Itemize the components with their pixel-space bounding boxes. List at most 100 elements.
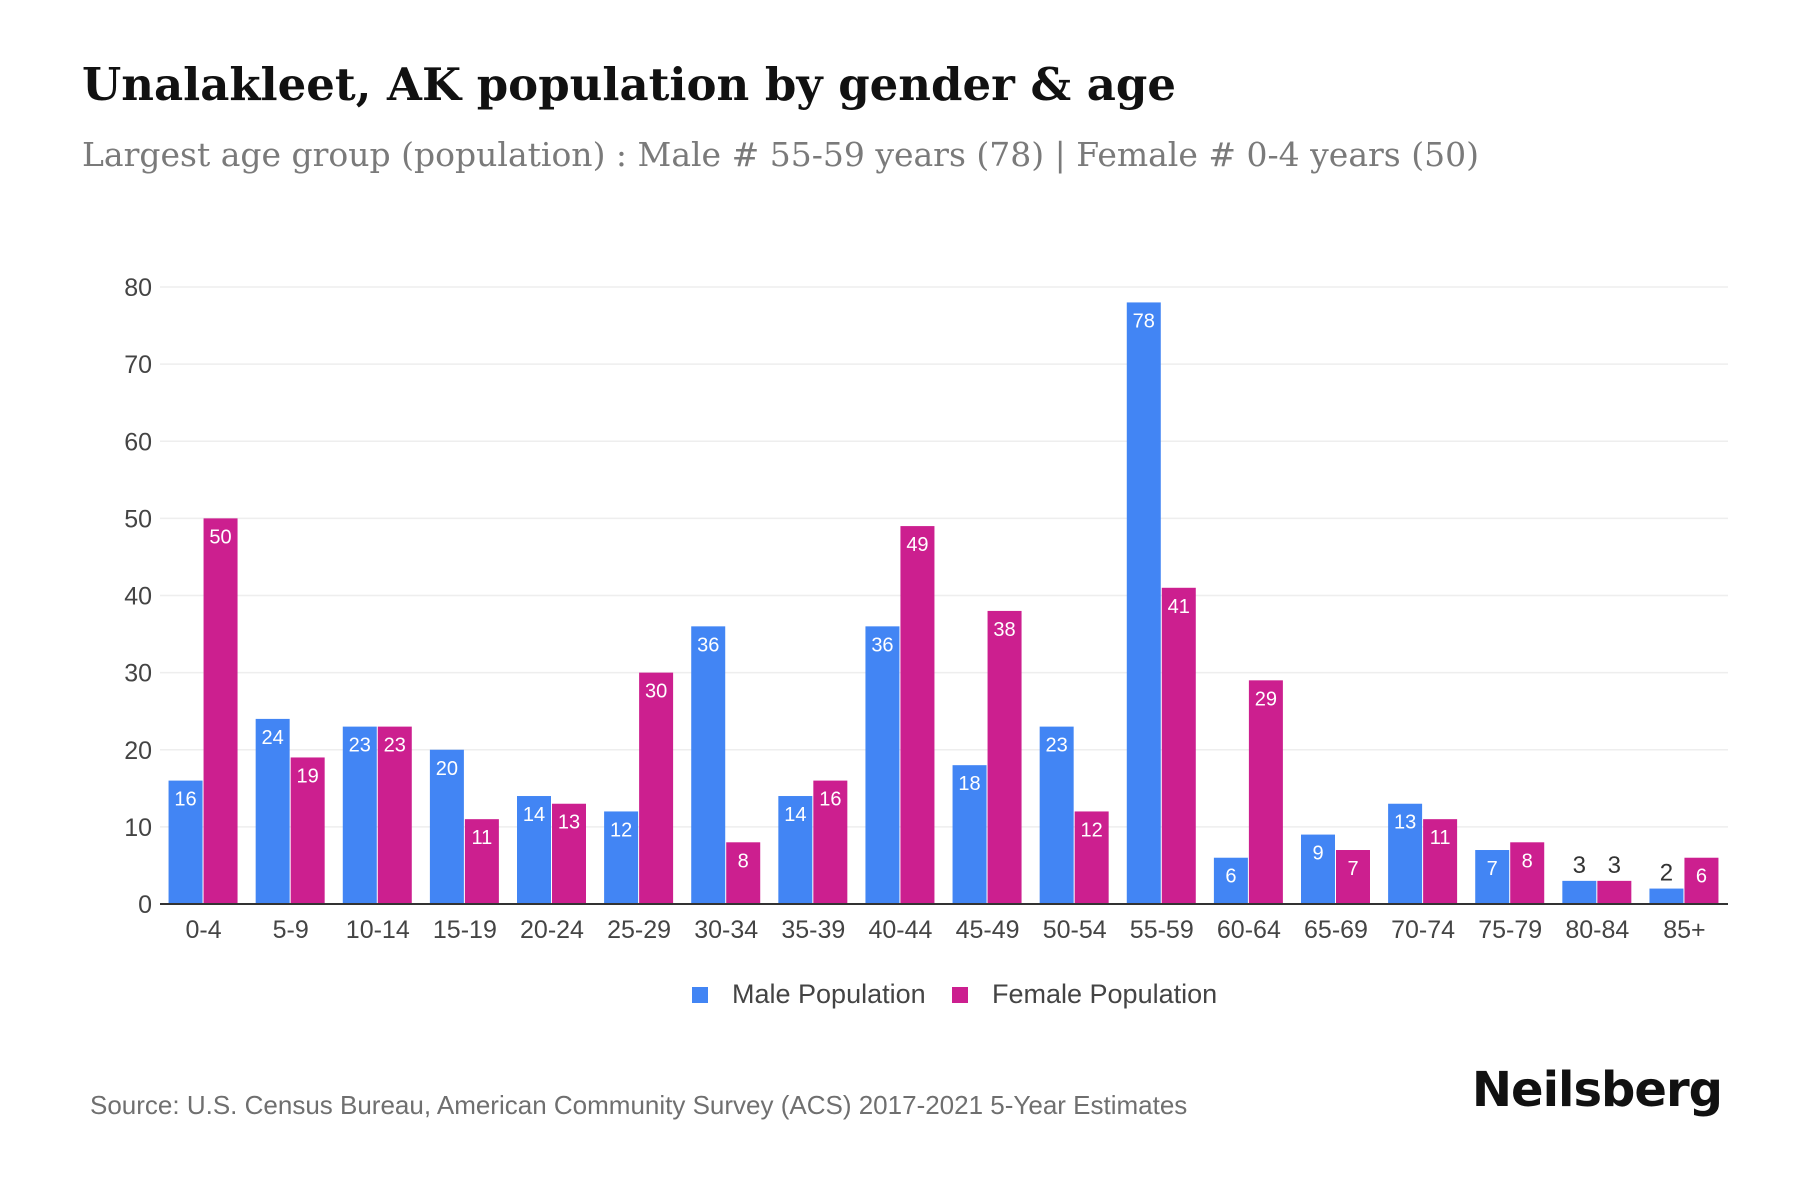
female-legend-swatch: [952, 987, 968, 1003]
female-bar-10-14: [377, 726, 412, 904]
female-value-label: 38: [993, 619, 1015, 641]
brand-logo: Neilsberg: [1471, 1062, 1723, 1118]
male-value-label: 13: [1394, 812, 1416, 834]
female-bar-60-64: [1248, 680, 1283, 904]
y-axis-ticks: 0 10 20 30 40 50 60 70 80: [124, 274, 152, 919]
male-value-label: 36: [697, 634, 719, 656]
male-value-label: 23: [1046, 735, 1068, 757]
male-value-label: 7: [1487, 858, 1498, 880]
female-value-label: 29: [1255, 688, 1277, 710]
chart-subtitle: Largest age group (population) : Male # …: [82, 135, 1479, 174]
male-bar-70-74: [1388, 803, 1423, 904]
female-bar-70-74: [1423, 819, 1458, 904]
male-bar-55-59: [1126, 302, 1161, 904]
female-bar-85+: [1684, 857, 1719, 904]
male-value-label: 3: [1573, 852, 1586, 879]
x-tick-label: 75-79: [1478, 916, 1542, 944]
y-tick-label: 10: [124, 814, 152, 842]
female-value-label: 6: [1696, 866, 1707, 888]
male-bar-60-64: [1213, 857, 1248, 904]
male-bar-40-44: [865, 626, 900, 904]
male-bar-0-4: [168, 780, 203, 904]
x-tick-label: 60-64: [1217, 916, 1281, 944]
bars: [168, 302, 1719, 904]
male-bar-20-24: [517, 796, 551, 904]
x-tick-label: 55-59: [1130, 916, 1194, 944]
x-tick-label: 0-4: [185, 916, 221, 944]
male-legend-swatch: [692, 987, 708, 1003]
chart-title: Unalakleet, AK population by gender & ag…: [82, 58, 1177, 111]
female-bar-35-39: [813, 780, 848, 904]
female-bar-25-29: [639, 672, 674, 904]
male-value-label: 2: [1660, 860, 1673, 887]
y-tick-label: 80: [124, 274, 152, 302]
female-value-label: 16: [819, 789, 841, 811]
male-bar-35-39: [778, 796, 813, 904]
male-bar-15-19: [429, 749, 464, 904]
male-value-label: 78: [1133, 310, 1155, 332]
female-bar-5-9: [290, 757, 325, 904]
female-bar-45-49: [987, 610, 1022, 904]
x-tick-label: 70-74: [1391, 916, 1455, 944]
female-value-label: 11: [1430, 827, 1451, 849]
male-bar-75-79: [1475, 850, 1510, 904]
male-bar-25-29: [604, 811, 639, 904]
male-bar-45-49: [952, 765, 987, 904]
male-value-label: 24: [262, 727, 284, 749]
x-tick-label: 5-9: [273, 916, 309, 944]
female-bar-55-59: [1161, 587, 1196, 904]
female-bar-15-19: [464, 819, 499, 904]
y-tick-label: 30: [124, 660, 152, 688]
x-tick-label: 40-44: [868, 916, 932, 944]
female-value-label: 23: [384, 735, 406, 757]
female-value-label: 41: [1168, 596, 1190, 618]
legend: Male Population Female Population: [692, 979, 1217, 1009]
female-value-label: 50: [209, 526, 231, 548]
female-bar-30-34: [726, 842, 761, 904]
female-bar-0-4: [203, 518, 238, 904]
source-note: Source: U.S. Census Bureau, American Com…: [90, 1090, 1188, 1120]
female-value-label: 12: [1081, 819, 1103, 841]
y-tick-label: 60: [124, 428, 152, 456]
male-value-label: 9: [1312, 843, 1323, 865]
x-tick-label: 50-54: [1043, 916, 1107, 944]
male-bar-5-9: [255, 718, 290, 904]
female-value-label: 3: [1608, 852, 1621, 879]
female-bar-50-54: [1074, 811, 1109, 904]
male-bar-50-54: [1039, 726, 1074, 904]
male-value-label: 14: [784, 804, 806, 826]
y-tick-label: 50: [124, 505, 152, 533]
female-bar-80-84: [1597, 880, 1632, 904]
female-bar-20-24: [552, 803, 586, 904]
male-value-label: 6: [1225, 866, 1236, 888]
male-value-label: 12: [610, 819, 632, 841]
x-tick-label: 25-29: [607, 916, 671, 944]
male-bar-85+: [1649, 888, 1684, 904]
female-bar-40-44: [900, 526, 935, 904]
female-value-label: 49: [906, 534, 928, 556]
male-value-label: 23: [349, 735, 371, 757]
female-value-label: 11: [472, 827, 493, 849]
female-value-label: 8: [1522, 850, 1533, 872]
x-tick-label: 20-24: [520, 916, 584, 944]
female-value-label: 7: [1347, 858, 1358, 880]
male-value-label: 20: [436, 758, 458, 780]
male-bar-10-14: [342, 726, 377, 904]
female-bar-75-79: [1510, 842, 1545, 904]
x-tick-label: 10-14: [346, 916, 410, 944]
x-tick-label: 85+: [1663, 916, 1705, 944]
x-tick-label: 30-34: [694, 916, 758, 944]
male-bar-65-69: [1301, 834, 1335, 904]
male-value-label: 16: [174, 789, 196, 811]
x-tick-label: 65-69: [1304, 916, 1368, 944]
y-tick-label: 40: [124, 583, 152, 611]
male-value-label: 14: [523, 804, 545, 826]
x-axis-ticks: 0-4 5-9 10-14 15-19 20-24 25-29 30-34 35-39 40-4…: [185, 916, 1705, 944]
grid-lines: [160, 286, 1728, 828]
female-legend-label: Female Population: [992, 979, 1217, 1009]
female-value-label: 19: [297, 765, 319, 787]
male-bar-30-34: [691, 626, 726, 904]
y-tick-label: 20: [124, 737, 152, 765]
y-tick-label: 70: [124, 351, 152, 379]
